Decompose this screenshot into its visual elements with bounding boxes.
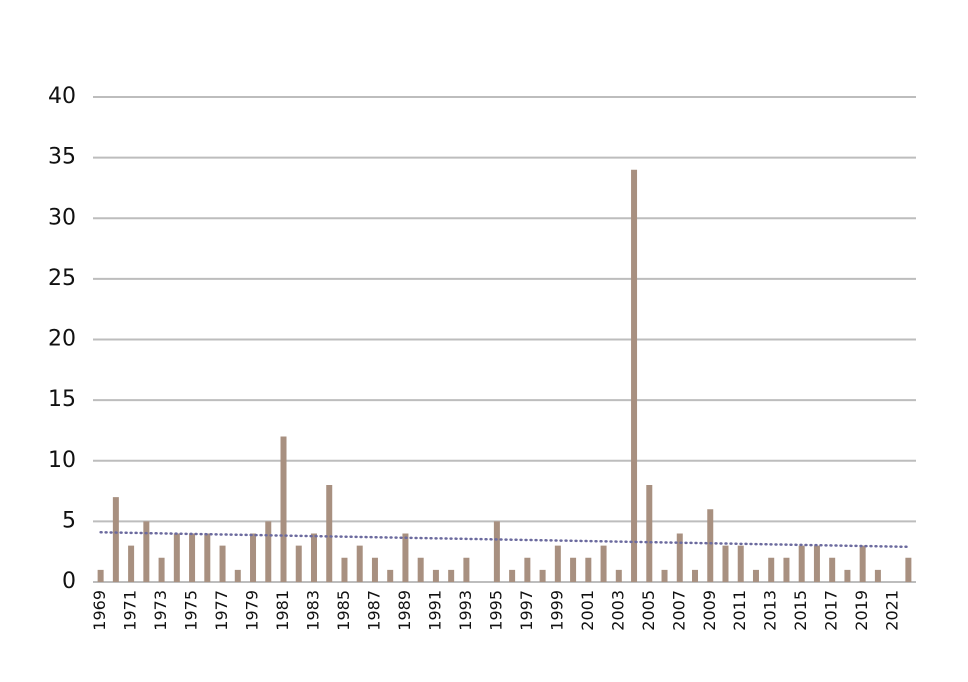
bar <box>905 557 912 582</box>
bar <box>829 557 836 582</box>
bar <box>554 545 561 582</box>
x-tick-label: 1987 <box>364 590 383 631</box>
bar <box>813 545 820 582</box>
x-tick-label: 1985 <box>334 590 353 631</box>
y-tick-label: 0 <box>62 569 76 594</box>
bar <box>295 545 302 582</box>
x-tick-label: 2007 <box>669 590 688 631</box>
bar <box>600 545 607 582</box>
bar <box>417 557 424 582</box>
bar <box>250 533 257 582</box>
y-tick-label: 35 <box>48 145 76 170</box>
x-tick-label: 1997 <box>517 590 536 631</box>
x-tick-label: 1969 <box>90 590 109 631</box>
x-tick-label: 1993 <box>456 590 475 631</box>
x-tick-label: 1999 <box>547 590 566 631</box>
bar <box>631 169 638 582</box>
bar <box>646 485 653 582</box>
x-tick-label: 1991 <box>425 590 444 631</box>
bar <box>661 569 668 582</box>
bar <box>752 569 759 582</box>
bar <box>158 557 165 582</box>
bar <box>798 545 805 582</box>
bar <box>768 557 775 582</box>
bar <box>173 533 180 582</box>
x-tick-label: 1989 <box>395 590 414 631</box>
bar <box>356 545 363 582</box>
bar <box>112 497 119 582</box>
x-tick-label: 2021 <box>883 590 902 631</box>
y-tick-label: 40 <box>48 84 76 109</box>
x-tick-label: 2001 <box>578 590 597 631</box>
bar <box>463 557 470 582</box>
bar <box>737 545 744 582</box>
bar <box>585 557 592 582</box>
bar <box>219 545 226 582</box>
x-tick-label: 2019 <box>852 590 871 631</box>
y-tick-label: 20 <box>48 327 76 352</box>
bar <box>524 557 531 582</box>
y-tick-label: 25 <box>48 266 76 291</box>
x-tick-label: 1971 <box>121 590 140 631</box>
x-tick-label: 1975 <box>182 590 201 631</box>
trendline <box>99 531 910 549</box>
bar <box>310 533 317 582</box>
bar <box>143 521 150 582</box>
x-tick-label: 1995 <box>486 590 505 631</box>
y-tick-label: 30 <box>48 205 76 230</box>
bar <box>432 569 439 582</box>
bar <box>615 569 622 582</box>
x-tick-label: 1983 <box>303 590 322 631</box>
bar <box>265 521 272 582</box>
bar <box>234 569 241 582</box>
bar <box>387 569 394 582</box>
y-tick-label: 10 <box>48 448 76 473</box>
x-tick-label: 2009 <box>700 590 719 631</box>
x-tick-label: 2011 <box>730 590 749 631</box>
x-tick-label: 1973 <box>151 590 170 631</box>
bar <box>509 569 516 582</box>
bar <box>189 533 196 582</box>
y-tick-label: 15 <box>48 387 76 412</box>
bar <box>97 569 104 582</box>
x-tick-label: 2017 <box>822 590 841 631</box>
bar <box>341 557 348 582</box>
bar <box>402 533 409 582</box>
bar <box>874 569 881 582</box>
bar <box>859 545 866 582</box>
x-tick-label: 1977 <box>212 590 231 631</box>
bar <box>539 569 546 582</box>
bar <box>493 521 500 582</box>
bar <box>570 557 577 582</box>
bar <box>676 533 683 582</box>
x-tick-label: 2005 <box>639 590 658 631</box>
x-tick-label: 2015 <box>791 590 810 631</box>
x-tick-label: 2013 <box>761 590 780 631</box>
bar <box>448 569 455 582</box>
bar <box>844 569 851 582</box>
x-tick-label: 1979 <box>243 590 262 631</box>
bar <box>783 557 790 582</box>
x-tick-label: 2003 <box>608 590 627 631</box>
x-tick-label: 1981 <box>273 590 292 631</box>
bar <box>692 569 699 582</box>
bar <box>128 545 135 582</box>
bar <box>371 557 378 582</box>
y-tick-label: 5 <box>62 508 76 533</box>
bar <box>204 533 211 582</box>
bar <box>326 485 333 582</box>
bar <box>707 509 714 582</box>
bar <box>722 545 729 582</box>
bar <box>280 436 287 582</box>
